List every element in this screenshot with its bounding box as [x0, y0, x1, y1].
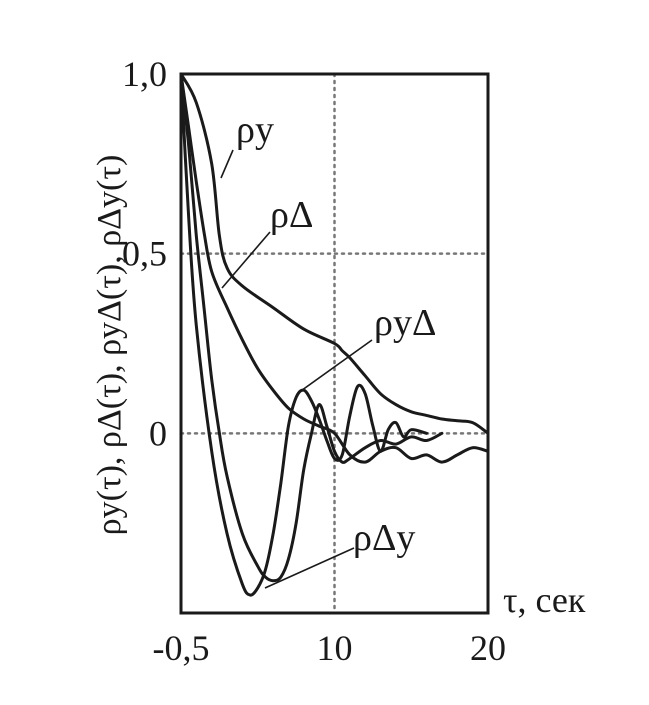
x-tick-label-2: 20 — [470, 628, 506, 668]
series-label-rho-y: ρy — [236, 109, 274, 151]
series-line-1 — [179, 72, 490, 464]
x-tick-label-0: -0,5 — [153, 628, 210, 668]
y-tick-label-2: 0 — [149, 413, 167, 453]
series-line-2 — [179, 72, 429, 597]
x-tick-label-1: 10 — [317, 628, 353, 668]
y-tick-label-0: 1,0 — [122, 54, 167, 94]
y-tick-label-1: 0,5 — [122, 234, 167, 274]
y-axis-label: ρy(τ), ρΔ(τ), ρyΔ(τ), ρΔy(τ) — [91, 155, 128, 536]
leader-rho-delta — [221, 231, 271, 289]
series-label-rho-y-delta: ρyΔ — [374, 302, 436, 344]
series-line-0 — [179, 72, 490, 435]
x-axis-label: τ, сек — [503, 580, 586, 620]
series-labels: ρy ρΔ ρyΔ ρΔy — [220, 109, 436, 589]
curves — [179, 72, 490, 597]
series-label-rho-delta-y: ρΔy — [353, 517, 415, 559]
tick-labels: 1,0 0,5 0 -0,5 10 20 — [122, 54, 506, 668]
series-line-3 — [179, 72, 444, 583]
leader-rho-delta-y — [264, 547, 355, 589]
leader-rho-y-delta — [297, 339, 373, 394]
leader-rho-y — [220, 149, 234, 179]
plot-frame — [179, 72, 490, 615]
series-label-rho-delta: ρΔ — [270, 194, 313, 236]
